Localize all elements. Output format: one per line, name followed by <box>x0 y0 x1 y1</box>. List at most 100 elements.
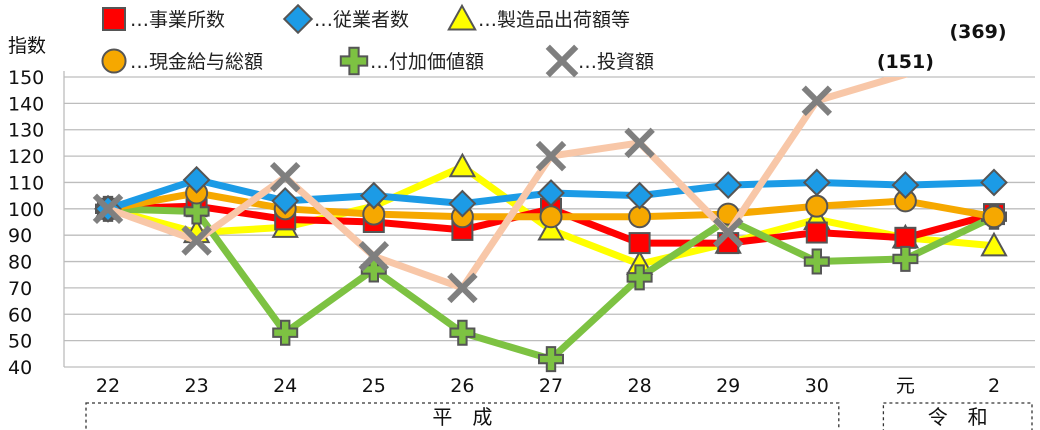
plus-marker <box>892 245 919 272</box>
plus-marker <box>626 264 653 291</box>
circle-marker <box>539 205 563 229</box>
y-tick-label: 90 <box>8 225 32 247</box>
x-marker-stroke <box>712 217 744 248</box>
x-tick-label: 22 <box>96 375 120 397</box>
triangle-marker <box>537 215 565 241</box>
triangle-marker <box>980 231 1008 257</box>
x-marker <box>269 161 301 193</box>
diamond-marker <box>802 168 831 197</box>
diamond-marker <box>714 171 743 200</box>
legend-item: …従業者数 <box>282 3 409 35</box>
x-marker <box>801 85 833 116</box>
plus-marker <box>538 346 564 373</box>
circle-marker <box>982 205 1006 229</box>
plus-marker <box>449 319 476 346</box>
square-marker <box>628 232 651 255</box>
y-axis: 40 50 60 70 80 90 100 110 120 130 140 150 <box>8 67 65 379</box>
x-marker <box>447 272 478 304</box>
diamond-marker <box>448 189 477 218</box>
era-label: 平 成 <box>432 405 492 429</box>
x-tick-label: 元 <box>896 375 915 397</box>
square-marker <box>102 7 126 31</box>
legend-label: …事業所数 <box>130 9 225 31</box>
y-tick-label: 60 <box>8 304 32 326</box>
legend-item: …製造品出荷額等 <box>447 3 630 31</box>
y-tick-label: 80 <box>8 252 32 274</box>
triangle-marker <box>448 152 477 178</box>
era-label: 令 和 <box>928 405 988 429</box>
y-tick-label: 40 <box>8 357 32 379</box>
legend-label: …付加価値額 <box>370 51 484 73</box>
x-marker <box>535 140 567 172</box>
plus-marker <box>803 248 830 275</box>
x-tick-label: 29 <box>716 375 740 397</box>
diamond-marker <box>625 181 654 210</box>
square-marker <box>805 221 828 244</box>
plus-marker <box>272 319 299 346</box>
legend-item: …投資額 <box>545 44 654 78</box>
x-tick-label: 26 <box>450 375 474 397</box>
legend-label: …従業者数 <box>314 9 409 31</box>
legend-item: …事業所数 <box>102 7 225 31</box>
diamond-marker <box>891 171 920 200</box>
y-tick-label: 110 <box>8 172 44 194</box>
legend-label: …投資額 <box>578 51 654 73</box>
x-tick-label: 2 <box>988 375 1000 397</box>
circle-marker <box>805 194 829 218</box>
x-marker-stroke <box>358 241 390 272</box>
x-tick-label: 27 <box>539 375 563 397</box>
diamond-marker <box>537 179 565 207</box>
series-layer <box>92 77 1008 373</box>
x-tick-label: 25 <box>362 375 386 397</box>
x-marker <box>181 225 212 256</box>
x-tick-label: 30 <box>805 375 829 397</box>
series <box>92 77 908 304</box>
y-tick-label: 130 <box>8 120 44 142</box>
x-marker <box>712 217 744 248</box>
x-marker-stroke <box>801 85 833 116</box>
series-line <box>106 77 908 292</box>
y-tick-label: 140 <box>8 93 44 115</box>
x-tick-label: 24 <box>273 375 297 397</box>
era-bracket <box>882 402 1033 430</box>
legend-label: …現金給与総額 <box>130 51 263 73</box>
diamond-marker <box>359 181 388 210</box>
era-brackets: 平 成令 和 <box>85 402 1033 430</box>
y-tick-label: 120 <box>8 146 44 168</box>
diamond-marker <box>182 165 211 194</box>
x-axis: 22 23 24 25 26 27 28 29 30 元 2 <box>96 375 1000 397</box>
legend: …事業所数 …従業者数 …製造品出荷額等 …現金給与総額 …付加価値額 …投資額 <box>101 3 654 78</box>
legend-label: …製造品出荷額等 <box>478 9 630 31</box>
legend-item: …付加価値額 <box>339 46 484 76</box>
square-marker <box>894 226 917 249</box>
y-axis-label: 指数 <box>8 35 46 57</box>
x-marker <box>92 193 124 225</box>
x-marker-stroke <box>447 272 478 304</box>
x-marker-stroke <box>535 140 567 172</box>
x-marker <box>358 241 390 272</box>
value-annotation: (369) <box>949 21 1006 43</box>
x-marker <box>624 127 655 159</box>
circle-marker <box>101 48 127 74</box>
x-tick-label: 23 <box>185 375 209 397</box>
y-tick-label: 150 <box>8 67 44 89</box>
plus-marker <box>339 46 369 76</box>
x-marker-stroke <box>269 161 301 193</box>
x-marker-stroke <box>181 225 212 256</box>
y-tick-label: 70 <box>8 278 32 300</box>
legend-item: …現金給与総額 <box>101 48 263 74</box>
diamond-marker <box>282 3 314 35</box>
x-marker-stroke <box>545 44 579 78</box>
x-marker-stroke <box>92 193 124 225</box>
x-marker <box>545 44 579 78</box>
x-marker-stroke <box>624 127 655 159</box>
y-tick-label: 100 <box>8 199 44 221</box>
value-annotation: (151) <box>877 51 934 73</box>
x-tick-label: 28 <box>628 375 652 397</box>
diamond-marker <box>271 186 300 215</box>
triangle-marker <box>447 3 477 31</box>
diamond-marker <box>980 168 1008 197</box>
y-tick-label: 50 <box>8 331 32 353</box>
plus-marker <box>183 198 210 225</box>
